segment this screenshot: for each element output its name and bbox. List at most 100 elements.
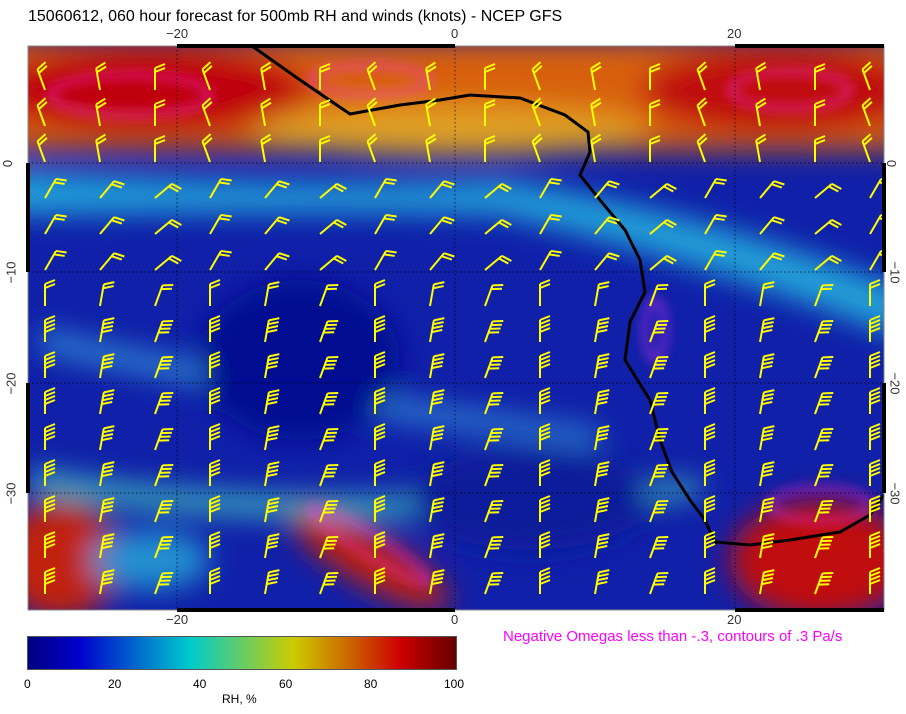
wind-barb [44,459,56,486]
wind-barb [36,97,48,127]
wind-barb [869,423,881,450]
wind-barb [484,463,504,487]
wind-barb [704,315,716,342]
map-frame [27,45,885,611]
rh-field [28,46,884,610]
wind-barb [649,499,669,523]
wind-barb [44,387,56,414]
wind-barb [649,63,661,90]
wind-barb [814,254,842,271]
lat-tick-right: −20 [887,372,903,395]
wind-barb [374,279,386,306]
wind-barb [319,63,331,90]
wind-barb [154,319,174,343]
wind-barb [814,135,826,162]
wind-barb [99,425,115,451]
wind-barb [759,461,775,487]
wind-barb [260,61,272,91]
frame-bars [26,44,886,612]
wind-barb [696,97,708,127]
wind-barb [869,495,881,522]
wind-barb [209,531,221,558]
wind-barb [374,567,386,594]
wind-barb [374,249,397,271]
wind-barb [649,182,677,199]
wind-barb [319,319,339,343]
wind-barb [209,213,232,235]
wind-barb [814,463,834,487]
wind-barb [594,252,620,271]
wind-barb [429,353,445,379]
wind-barb [696,61,708,91]
wind-barb [95,133,107,163]
wind-barb [539,279,551,306]
wind-barb [484,218,512,235]
wind-barb [649,355,669,379]
wind-barb [154,283,174,307]
wind-barb [484,535,504,559]
wind-barb [264,252,290,271]
wind-barb [649,135,661,162]
wind-barb [649,391,669,415]
wind-barb [264,497,280,523]
wind-barb [319,355,339,379]
wind-barb [264,281,280,307]
wind-barb [95,61,107,91]
wind-barb [531,97,543,127]
wind-barb [425,133,437,163]
wind-barb [594,216,620,235]
wind-barb [154,355,174,379]
wind-barb [264,461,280,487]
wind-barb [209,423,221,450]
wind-barb [869,279,881,306]
wind-barb [366,97,378,127]
wind-barb [594,461,610,487]
wind-barb [704,213,727,235]
wind-barb [319,283,339,307]
wind-barb [759,281,775,307]
wind-barb [319,463,339,487]
wind-barb [484,571,504,595]
wind-barb [429,389,445,415]
wind-barb [99,497,115,523]
wind-barb [319,182,347,199]
wind-barb [759,180,785,199]
wind-barb [374,177,397,199]
wind-barb [99,281,115,307]
wind-barb [484,283,504,307]
wind-barb [759,353,775,379]
coastline [251,46,884,547]
wind-barb [590,133,602,163]
wind-barb [649,254,677,271]
wind-barb [319,391,339,415]
wind-barb [594,281,610,307]
wind-barb [539,213,562,235]
wind-barb [759,317,775,343]
wind-barb [99,353,115,379]
wind-barb [759,252,785,271]
wind-barb [429,281,445,307]
wind-barb [759,497,775,523]
wind-barb [759,216,785,235]
wind-barb [484,182,512,199]
wind-barb [539,249,562,271]
wind-barb [209,567,221,594]
wind-barb [869,315,881,342]
wind-barb [539,423,551,450]
lon-tick-bottom: 20 [727,612,742,627]
lat-tick-left: 0 [0,159,16,168]
wind-barb [869,531,881,558]
wind-barb [99,533,115,559]
wind-barb [154,463,174,487]
wind-barb [99,216,125,235]
lat-tick-left: −20 [3,372,19,395]
wind-barb [44,213,67,235]
wind-barb [95,97,107,127]
wind-barb [649,571,669,595]
wind-barb [814,99,826,126]
wind-barb [154,63,166,90]
wind-barb [154,182,182,199]
wind-barb [861,133,873,163]
wind-barb [594,533,610,559]
wind-barb [209,279,221,306]
